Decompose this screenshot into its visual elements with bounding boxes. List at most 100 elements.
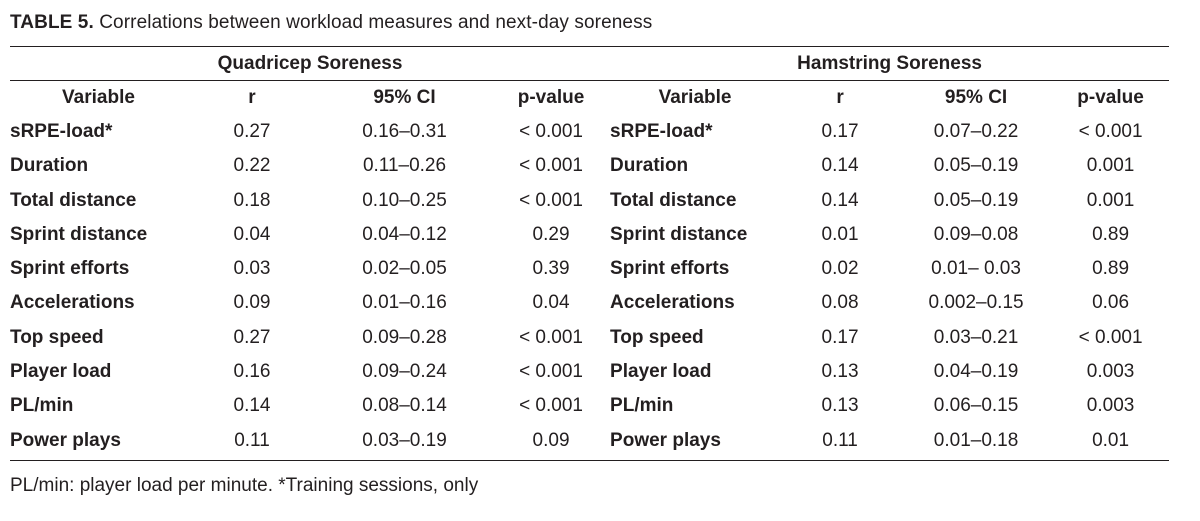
quadricep-group-header: Quadricep Soreness: [217, 53, 403, 74]
ham-ci: 0.07–0.22: [933, 121, 1019, 142]
bottom-rule: [10, 460, 1169, 461]
quad-variable: Player load: [10, 361, 112, 383]
ham-p-value: 0.001: [1086, 155, 1135, 177]
col-header-r: r: [836, 87, 844, 108]
col-header-p-value: p-value: [517, 87, 585, 108]
table-row: Duration 0.22 0.11–0.26 < 0.001 Duration…: [10, 149, 1169, 183]
header-rule: [10, 80, 1169, 81]
ham-r: 0.14: [821, 189, 859, 211]
table-row: Power plays 0.11 0.03–0.19 0.09 Power pl…: [10, 424, 1169, 458]
table-row: Accelerations 0.09 0.01–0.16 0.04 Accele…: [10, 286, 1169, 320]
col-header-ci: 95% CI: [944, 87, 1008, 108]
ham-ci: 0.03–0.21: [933, 326, 1019, 348]
quad-p-value: < 0.001: [519, 121, 583, 142]
col-header-r: r: [248, 87, 256, 108]
top-rule: [10, 46, 1169, 47]
quad-p-value: 0.09: [532, 429, 570, 451]
quad-variable: Sprint distance: [10, 223, 148, 245]
ham-variable: Power plays: [610, 429, 721, 451]
table-title: Correlations between workload measures a…: [99, 12, 653, 33]
quad-variable: sRPE-load*: [10, 121, 113, 142]
ham-variable: Duration: [610, 155, 689, 177]
ham-ci: 0.002–0.15: [928, 292, 1024, 314]
quad-r: 0.11: [234, 429, 270, 451]
quad-r: 0.27: [233, 121, 271, 142]
quad-variable: PL/min: [10, 395, 74, 417]
ham-variable: sRPE-load*: [610, 121, 713, 142]
ham-r: 0.08: [821, 292, 859, 314]
quad-variable: Top speed: [10, 326, 104, 348]
ham-variable: Sprint efforts: [610, 258, 730, 280]
quad-variable: Duration: [10, 155, 89, 177]
group-header-row: Quadricep Soreness Hamstring Soreness: [10, 47, 1169, 80]
quad-p-value: 0.29: [532, 223, 570, 245]
quad-p-value: 0.39: [532, 258, 570, 280]
table-row: Player load 0.16 0.09–0.24 < 0.001 Playe…: [10, 355, 1169, 389]
ham-r: 0.11: [822, 429, 858, 451]
ham-ci: 0.01– 0.03: [931, 258, 1021, 280]
quad-p-value: 0.04: [532, 292, 570, 314]
correlation-table: Quadricep Soreness Hamstring Soreness Va…: [10, 47, 1169, 458]
ham-p-value: 0.89: [1092, 223, 1130, 245]
ham-p-value: 0.06: [1092, 292, 1130, 314]
ham-r: 0.13: [821, 361, 859, 383]
ham-r: 0.17: [821, 121, 859, 142]
quad-p-value: < 0.001: [519, 326, 583, 348]
ham-ci: 0.05–0.19: [933, 189, 1019, 211]
quad-p-value: < 0.001: [519, 189, 583, 211]
col-header-variable: Variable: [62, 87, 135, 108]
col-header-p-value: p-value: [1077, 87, 1144, 108]
quad-p-value: < 0.001: [519, 361, 583, 383]
quad-variable: Power plays: [10, 429, 121, 451]
hamstring-group-header: Hamstring Soreness: [797, 53, 982, 74]
ham-ci: 0.04–0.19: [933, 361, 1019, 383]
col-header-ci: 95% CI: [373, 87, 436, 108]
ham-r: 0.02: [821, 258, 859, 280]
table-row: Top speed 0.27 0.09–0.28 < 0.001 Top spe…: [10, 321, 1169, 355]
ham-p-value: < 0.001: [1078, 326, 1143, 348]
quad-r: 0.09: [233, 292, 271, 314]
ham-ci: 0.09–0.08: [933, 223, 1019, 245]
quad-ci: 0.08–0.14: [362, 395, 447, 417]
quad-ci: 0.09–0.24: [362, 361, 447, 383]
quad-r: 0.03: [233, 258, 271, 280]
quad-r: 0.22: [233, 155, 271, 177]
quad-ci: 0.09–0.28: [362, 326, 447, 348]
ham-variable: Top speed: [610, 326, 704, 348]
quad-ci: 0.03–0.19: [362, 429, 447, 451]
quad-p-value: < 0.001: [519, 395, 583, 417]
ham-variable: PL/min: [610, 395, 674, 417]
ham-r: 0.01: [821, 223, 859, 245]
table-footnote: PL/min: player load per minute. *Trainin…: [10, 475, 479, 496]
ham-p-value: 0.003: [1086, 361, 1135, 383]
quad-ci: 0.11–0.26: [362, 155, 447, 177]
ham-p-value: 0.89: [1092, 258, 1130, 280]
quad-ci: 0.01–0.16: [362, 292, 447, 314]
quad-ci: 0.04–0.12: [362, 223, 447, 245]
quad-r: 0.14: [233, 395, 271, 417]
ham-p-value: 0.001: [1086, 189, 1135, 211]
ham-ci: 0.05–0.19: [933, 155, 1019, 177]
ham-r: 0.14: [821, 155, 859, 177]
quad-variable: Total distance: [10, 189, 137, 211]
ham-p-value: < 0.001: [1078, 121, 1143, 142]
ham-variable: Total distance: [610, 189, 737, 211]
ham-variable: Sprint distance: [610, 223, 748, 245]
column-header-row: Variable r 95% CI p-value Variable r 95%…: [10, 80, 1169, 115]
table-row: Total distance 0.18 0.10–0.25 < 0.001 To…: [10, 184, 1169, 218]
ham-variable: Player load: [610, 361, 712, 383]
col-header-variable: Variable: [658, 87, 732, 108]
quad-r: 0.27: [233, 326, 271, 348]
ham-r: 0.17: [821, 326, 859, 348]
table-row: Sprint efforts 0.03 0.02–0.05 0.39 Sprin…: [10, 252, 1169, 286]
quad-r: 0.04: [233, 223, 271, 245]
quad-r: 0.16: [233, 361, 271, 383]
table-number: TABLE 5.: [10, 12, 94, 33]
table-row: Sprint distance 0.04 0.04–0.12 0.29 Spri…: [10, 218, 1169, 252]
ham-p-value: 0.003: [1086, 395, 1135, 417]
quad-p-value: < 0.001: [519, 155, 583, 177]
quad-ci: 0.10–0.25: [362, 189, 447, 211]
ham-r: 0.13: [821, 395, 859, 417]
quad-ci: 0.16–0.31: [362, 121, 447, 142]
quad-r: 0.18: [233, 189, 271, 211]
